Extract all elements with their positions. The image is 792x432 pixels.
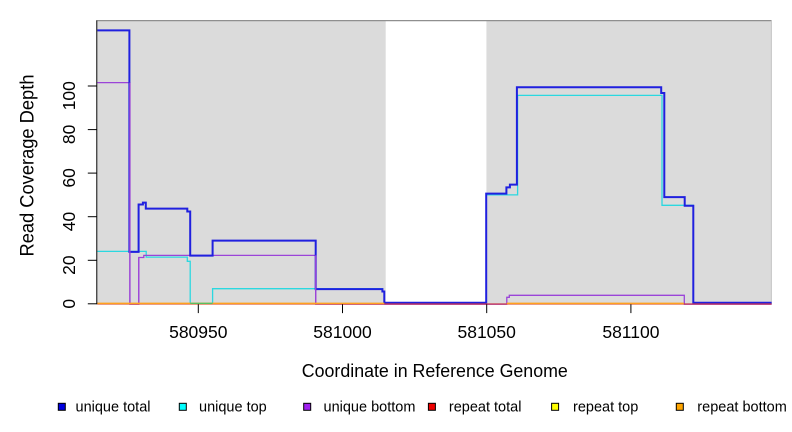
svg-text:Coordinate in Reference Genome: Coordinate in Reference Genome	[302, 361, 568, 381]
svg-text:unique bottom: unique bottom	[324, 400, 416, 416]
svg-text:Read Coverage Depth: Read Coverage Depth	[18, 75, 39, 257]
svg-text:581000: 581000	[313, 322, 372, 342]
svg-text:repeat bottom: repeat bottom	[697, 400, 786, 416]
svg-text:unique total: unique total	[76, 400, 151, 416]
svg-text:580950: 580950	[169, 322, 228, 342]
svg-text:0: 0	[59, 299, 79, 309]
svg-text:repeat total: repeat total	[449, 400, 522, 416]
svg-text:80: 80	[59, 124, 79, 144]
svg-text:60: 60	[59, 168, 79, 188]
svg-text:40: 40	[59, 212, 79, 232]
svg-text:unique top: unique top	[199, 400, 267, 416]
svg-text:581050: 581050	[457, 322, 516, 342]
svg-text:100: 100	[59, 81, 79, 110]
svg-text:repeat top: repeat top	[573, 400, 638, 416]
svg-text:20: 20	[59, 255, 79, 275]
svg-text:581100: 581100	[602, 322, 659, 342]
